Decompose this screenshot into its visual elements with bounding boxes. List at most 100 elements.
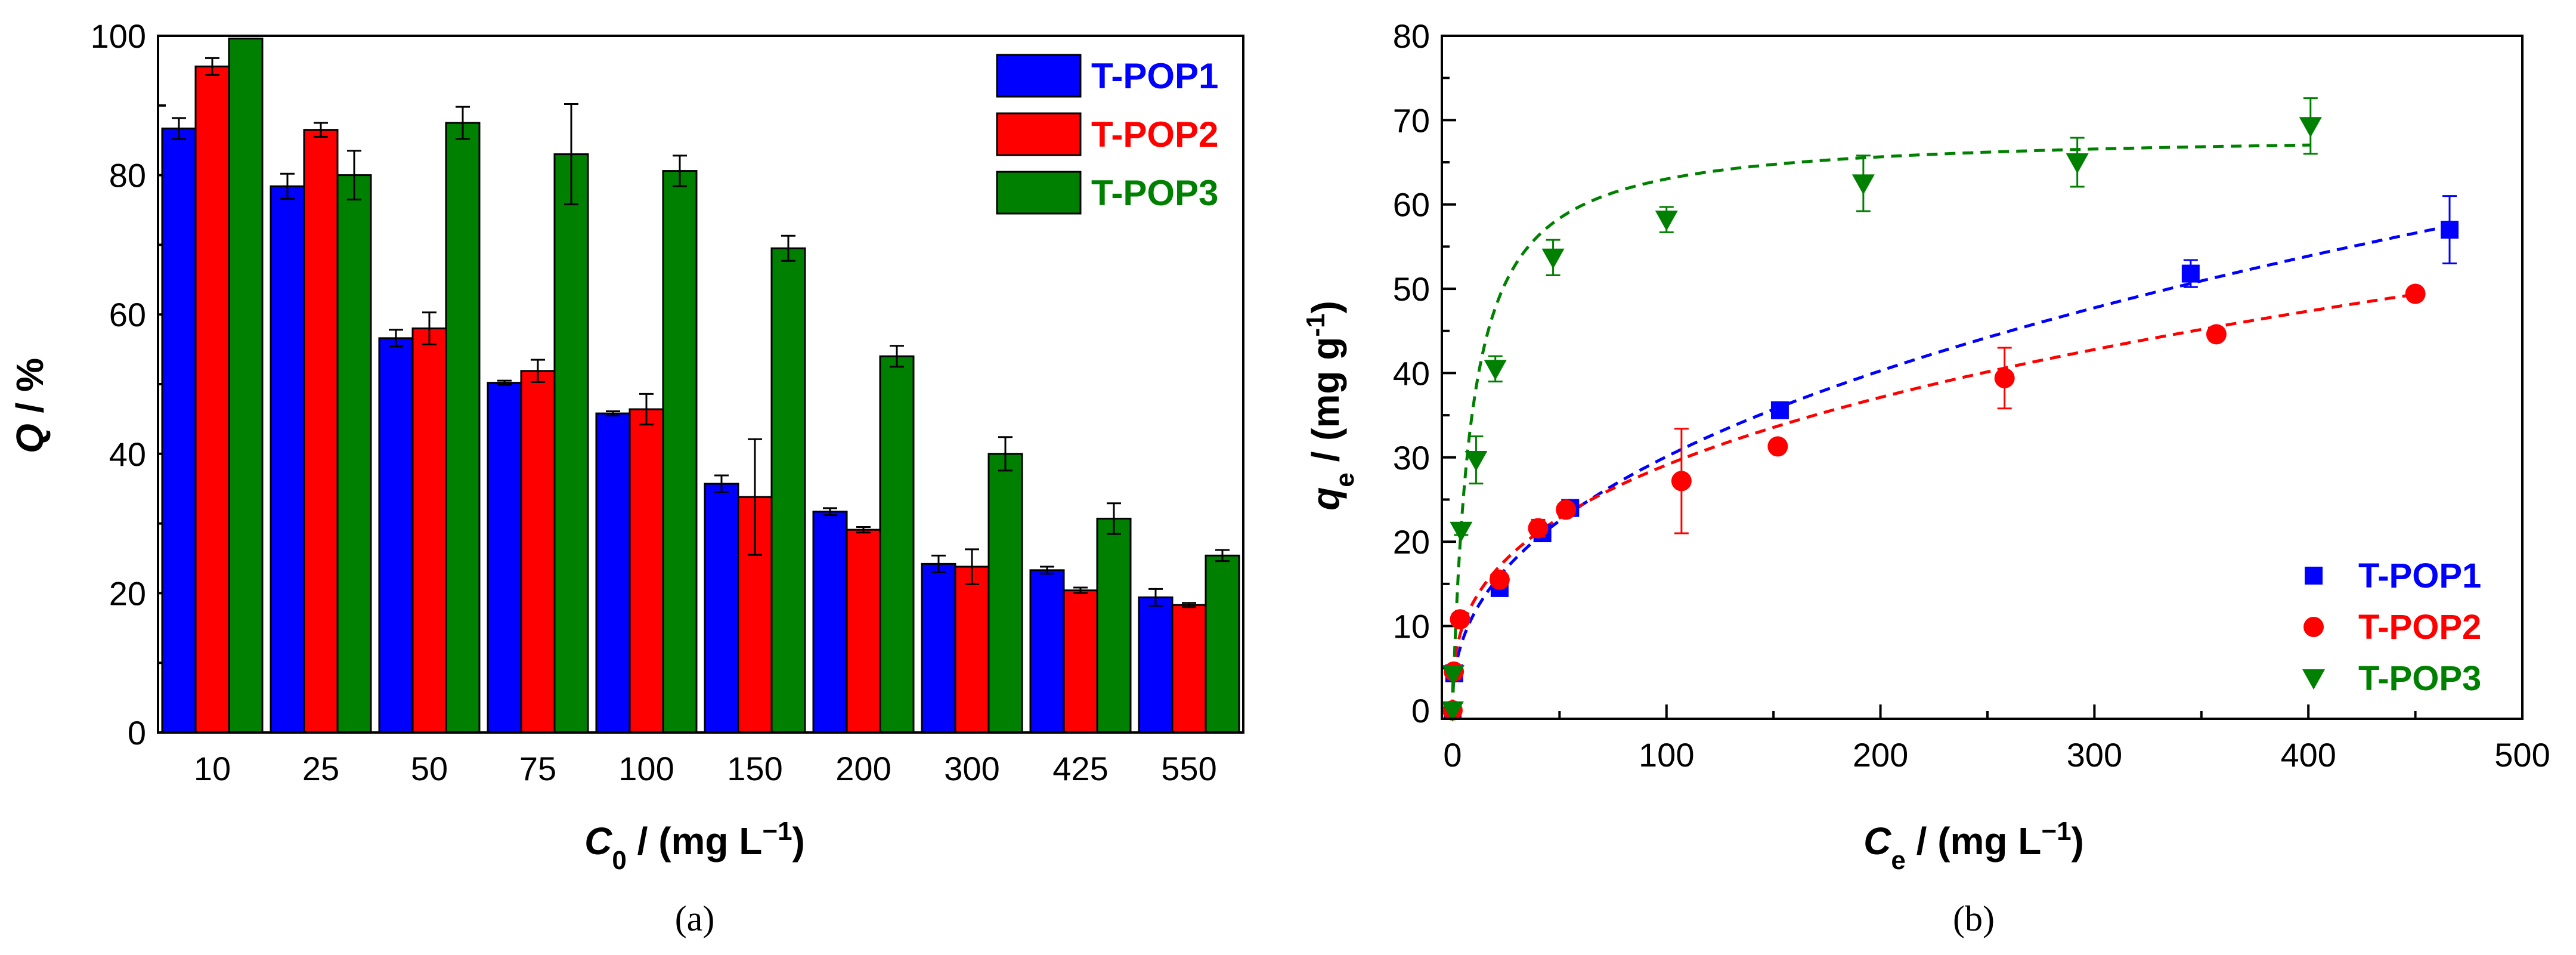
- panel-b-ytick-label: 30: [1393, 439, 1430, 477]
- panel-a-xtick-label: 75: [519, 750, 556, 787]
- panel-a-xtick-label: 200: [835, 750, 891, 787]
- point-t-pop2: [2206, 324, 2227, 345]
- panel-b-xtick-label: 500: [2494, 736, 2550, 774]
- bar-t-pop1: [704, 483, 739, 734]
- point-t-pop1: [2441, 221, 2459, 239]
- panel-a-ytick-label: 80: [109, 157, 146, 194]
- panel-a-xtick-label: 10: [194, 750, 231, 787]
- legend-label-t-pop1: T-POP1: [2358, 557, 2481, 595]
- panel-a-xtick-label: 100: [618, 750, 674, 787]
- panel-b-plot-border: [1441, 35, 2524, 720]
- point-t-pop2: [1556, 499, 1577, 520]
- legend-swatch-t-pop1: [996, 54, 1082, 98]
- panel-b-xtick-label: 400: [2280, 736, 2336, 774]
- legend-label-t-pop2: T-POP2: [2358, 608, 2481, 647]
- panel-b-xtick-label: 100: [1639, 736, 1694, 774]
- panel-a-bar-chart: Q / % C0 / (mg L−1) (a) 0 20 40 60 80 100 10 25…: [8, 17, 1244, 938]
- point-t-pop3: [2299, 117, 2322, 138]
- point-t-pop3: [2066, 153, 2089, 174]
- bar-t-pop1: [378, 337, 414, 734]
- panel-b-label: (b): [1953, 899, 1995, 938]
- bar-t-pop1: [161, 127, 197, 734]
- panel-a-label: (a): [675, 899, 715, 938]
- panel-b-ytick-label: 20: [1393, 523, 1430, 561]
- bar-t-pop2: [303, 129, 339, 734]
- panel-a-ytick-label: 20: [109, 574, 146, 612]
- legend-label-t-pop1: T-POP1: [1091, 56, 1218, 96]
- bar-t-pop1: [270, 185, 305, 734]
- panel-b-xtick-label: 0: [1443, 736, 1462, 774]
- panel-b-ytick-label: 10: [1393, 608, 1430, 645]
- point-t-pop2: [1489, 569, 1510, 590]
- bar-t-pop2: [954, 565, 990, 734]
- point-t-pop3: [1450, 521, 1473, 542]
- bar-t-pop3: [336, 174, 372, 734]
- fit-curve-t-pop3: [1451, 143, 2311, 711]
- point-t-pop2: [2405, 283, 2426, 304]
- legend-label-t-pop3: T-POP3: [1091, 173, 1218, 213]
- bar-t-pop1: [812, 511, 848, 734]
- bar-t-pop3: [1205, 554, 1240, 734]
- bar-t-pop2: [194, 65, 230, 734]
- panel-a-xlabel: C0 / (mg L−1): [584, 817, 805, 875]
- bar-t-pop1: [1138, 596, 1174, 734]
- panel-b-ytick-label: 70: [1393, 101, 1430, 139]
- bar-t-pop3: [987, 453, 1023, 734]
- legend-label-t-pop2: T-POP2: [1091, 115, 1218, 154]
- legend-marker-t-pop3: [2302, 669, 2325, 690]
- point-t-pop3: [1484, 360, 1507, 381]
- panel-b-ytick-label: 80: [1393, 17, 1430, 55]
- bar-t-pop2: [520, 370, 556, 734]
- panel-a-xtick-label: 425: [1052, 750, 1108, 787]
- panel-b-ytick-label: 60: [1393, 186, 1430, 224]
- bar-t-pop3: [445, 122, 481, 734]
- bar-t-pop2: [1063, 589, 1098, 734]
- bar-t-pop1: [595, 412, 631, 734]
- panel-b-ytick-label: 0: [1411, 692, 1430, 730]
- panel-a-ytick-label: 60: [109, 296, 146, 333]
- panel-a-ylabel: Q / %: [8, 358, 51, 453]
- point-t-pop1: [2181, 264, 2200, 283]
- panel-a-ytick-label: 100: [91, 17, 146, 55]
- panel-a-ytick-label: 0: [128, 714, 146, 752]
- point-t-pop3: [1441, 701, 1464, 722]
- point-t-pop2: [1671, 471, 1692, 492]
- panel-a-xtick-label: 550: [1161, 750, 1216, 787]
- panel-a-xtick-label: 150: [727, 750, 782, 787]
- panel-a-plot-border: [157, 35, 1244, 734]
- point-t-pop2: [1767, 436, 1788, 457]
- point-t-pop3: [1541, 248, 1565, 269]
- panel-b-ytick-label: 40: [1393, 354, 1430, 392]
- bar-t-pop1: [921, 563, 956, 734]
- bar-t-pop1: [487, 382, 522, 734]
- panel-b-xtick-label: 300: [2067, 736, 2122, 774]
- bar-t-pop2: [1171, 604, 1207, 734]
- panel-b-ylabel: qe / (mg g-1): [1301, 301, 1360, 511]
- bar-t-pop1: [1029, 569, 1065, 734]
- bar-t-pop2: [846, 529, 881, 734]
- panel-a-ytick-label: 40: [109, 435, 146, 473]
- panel-a-xtick-label: 50: [411, 750, 448, 787]
- bar-t-pop3: [1096, 517, 1132, 734]
- bar-t-pop3: [228, 38, 264, 734]
- panel-a-xtick-label: 300: [944, 750, 999, 787]
- panel-a-xtick-label: 25: [302, 750, 339, 787]
- bar-t-pop3: [553, 153, 589, 734]
- bar-t-pop2: [628, 408, 664, 734]
- panel-b-scatter-chart: qe / (mg g-1) Ce / (mg L−1) (b) 0 10 20 30 4…: [1301, 17, 2550, 938]
- point-t-pop2: [1528, 518, 1549, 539]
- panel-b-xtick-label: 200: [1853, 736, 1908, 774]
- legend-swatch-t-pop2: [996, 112, 1082, 156]
- point-t-pop3: [1465, 451, 1488, 472]
- point-t-pop2: [1994, 367, 2015, 388]
- fit-curve-t-pop2: [1451, 292, 2416, 710]
- bar-t-pop3: [662, 170, 698, 734]
- bar-t-pop2: [411, 327, 447, 734]
- point-t-pop1: [1770, 401, 1789, 419]
- legend-label-t-pop3: T-POP3: [2358, 659, 2481, 698]
- legend-marker-t-pop1: [2305, 567, 2323, 585]
- bar-t-pop3: [770, 247, 806, 734]
- panel-b-ytick-label: 50: [1393, 270, 1430, 308]
- fit-curve-t-pop1: [1451, 224, 2450, 710]
